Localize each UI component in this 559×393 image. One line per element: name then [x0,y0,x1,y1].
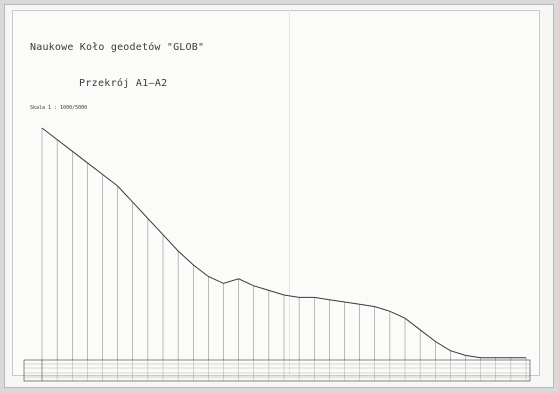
section-title: Przekrój A1–A2 [79,78,168,89]
sheet-fold-line [289,10,290,376]
scale-label: Skala 1 : 1000/5000 [30,105,88,111]
organization-title: Naukowe Koło geodetów "GLOB" [30,42,205,53]
profile-line [41,127,526,359]
data-table-frame [23,359,531,382]
drawing-sheet [12,10,540,376]
